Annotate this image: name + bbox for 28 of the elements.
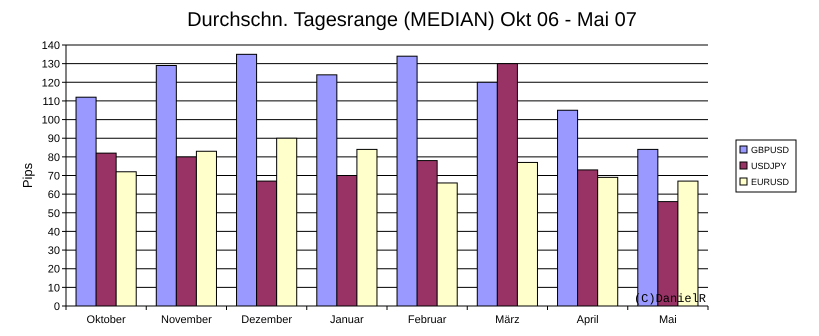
y-tick-label: 70 xyxy=(48,170,60,182)
y-tick-label: 100 xyxy=(42,114,60,127)
y-tick-label: 80 xyxy=(48,152,60,164)
x-tick-label: April xyxy=(576,314,599,326)
x-tick-label: November xyxy=(161,314,212,326)
y-tick-label: 110 xyxy=(42,96,60,108)
y-axis-title: Pips xyxy=(20,162,35,188)
x-tick-label: Oktober xyxy=(86,314,126,326)
legend-label: GBPUSD xyxy=(751,145,790,155)
x-tick-label: Januar xyxy=(330,314,364,326)
y-tick-label: 130 xyxy=(42,58,60,71)
x-tick-label: März xyxy=(495,314,520,326)
y-tick-label: 90 xyxy=(48,133,60,146)
y-tick-label: 60 xyxy=(48,189,60,202)
x-tick-label: Dezember xyxy=(241,314,292,326)
chart-title: Durchschn. Tagesrange (MEDIAN) Okt 06 - Mai 07 xyxy=(187,9,637,31)
x-tick-label: Februar xyxy=(408,314,447,326)
y-tick-label: 20 xyxy=(48,264,60,276)
legend-label: EURUSD xyxy=(751,177,790,187)
y-tick-label: 30 xyxy=(48,245,60,258)
legend-label: USDJPY xyxy=(751,161,787,171)
y-tick-label: 140 xyxy=(42,40,60,52)
x-tick-label: Mai xyxy=(659,314,677,326)
y-tick-label: 10 xyxy=(48,282,60,294)
y-tick-label: 40 xyxy=(48,226,60,238)
y-tick-label: 120 xyxy=(42,77,60,90)
y-tick-label: 0 xyxy=(54,301,60,313)
y-tick-label: 50 xyxy=(48,208,60,220)
